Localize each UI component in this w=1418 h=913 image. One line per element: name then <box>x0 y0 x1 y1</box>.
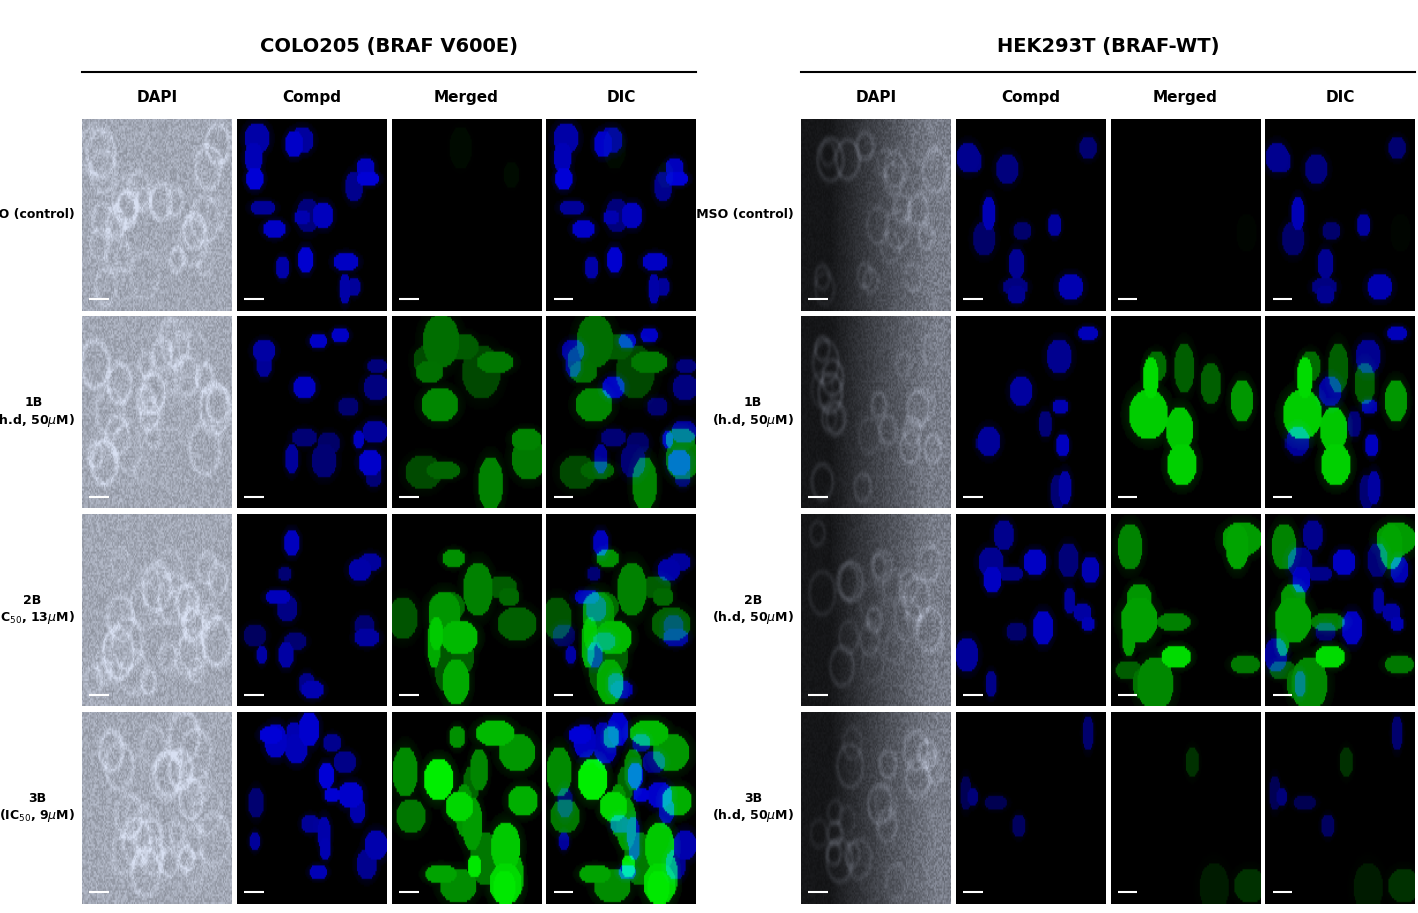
Text: 1B
(h.d, 50$\mu$M): 1B (h.d, 50$\mu$M) <box>0 396 75 428</box>
Text: 3B
(h.d, 50$\mu$M): 3B (h.d, 50$\mu$M) <box>712 792 794 824</box>
Text: DIC: DIC <box>607 89 635 105</box>
Text: DMSO (control): DMSO (control) <box>686 208 794 221</box>
Text: COLO205 (BRAF V600E): COLO205 (BRAF V600E) <box>259 37 518 56</box>
Text: 1B
(h.d, 50$\mu$M): 1B (h.d, 50$\mu$M) <box>712 396 794 428</box>
Text: Merged: Merged <box>434 89 499 105</box>
Text: HEK293T (BRAF-WT): HEK293T (BRAF-WT) <box>997 37 1219 56</box>
Text: Compd: Compd <box>1001 89 1061 105</box>
Text: DMSO (control): DMSO (control) <box>0 208 75 221</box>
Text: 2B
(h.d, 50$\mu$M): 2B (h.d, 50$\mu$M) <box>712 594 794 626</box>
Text: DAPI: DAPI <box>855 89 896 105</box>
Text: DAPI: DAPI <box>136 89 177 105</box>
Text: DIC: DIC <box>1326 89 1356 105</box>
Text: Compd: Compd <box>282 89 342 105</box>
Text: 2B
(IC$_{50}$, 13$\mu$M): 2B (IC$_{50}$, 13$\mu$M) <box>0 594 75 626</box>
Text: 3B
(IC$_{50}$, 9$\mu$M): 3B (IC$_{50}$, 9$\mu$M) <box>0 792 75 824</box>
Text: Merged: Merged <box>1153 89 1218 105</box>
